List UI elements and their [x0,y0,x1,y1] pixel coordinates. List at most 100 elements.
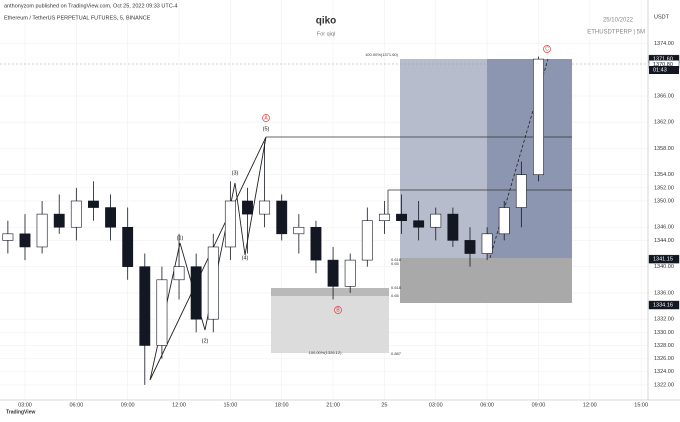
fib-zone [271,288,389,296]
candle-body [88,200,99,208]
fib-label: 0.65 [391,293,400,298]
wave-circle [262,114,270,122]
candle-body [70,200,82,228]
candle-body [344,259,356,287]
subtitle: For qiql [317,31,335,37]
candle-body [242,200,253,215]
candle-body [430,213,442,228]
candle-body [361,220,373,261]
wave-circle [543,45,551,53]
y-tick-label: 1332.00 [654,317,674,323]
fib-label: 0.887 [391,351,402,356]
candle-body [447,213,459,241]
axes: 1374.00 1366.00 1362.00 1358.00 1354.00 1352.… [18,41,680,408]
fib-label: 100.00%(1371.60) [365,52,399,57]
y-tick-label: 1322.00 [654,382,674,388]
candle-body [36,213,48,248]
symbol: Ethereum / TetherUS PERPETUAL FUTURES, 5… [4,15,151,21]
y-tick-label: 1340.00 [654,264,674,270]
fib-label: 0.65 [391,261,400,266]
fib-label: 0.618 [391,285,402,290]
stop-box [400,258,572,303]
x-tick-label: 03:00 [429,402,443,408]
wave-lines [149,136,267,381]
x-tick-label: 15:00 [634,402,648,408]
x-tick-label: 21:00 [326,402,340,408]
candle-body [156,279,168,346]
candle-body [515,174,527,208]
y-tick-label: 1326.00 [654,356,674,362]
date: 25/10/2022 [603,18,634,24]
candle-body [310,226,322,261]
candle-body [464,240,476,254]
price-label-box [648,254,680,264]
price-label: 1370.80 [653,62,673,68]
x-tick-label: 12:00 [583,402,597,408]
y-tick-label: 1344.00 [654,238,674,244]
candle-body [293,226,305,235]
candle-body [53,213,65,228]
fib-box [271,288,389,353]
x-tick-label: 15:00 [223,402,237,408]
candle-body [190,266,202,320]
x-tick-label: 06:00 [480,402,494,408]
candle-body [224,200,236,248]
wave-circle [334,306,342,314]
wave-label: C [545,46,549,52]
candle-body [481,233,493,254]
x-tick-label: 06:00 [69,402,83,408]
logo: TradingView [6,409,35,415]
y-tick-label: 1328.00 [654,343,674,349]
y-tick-label: 1346.00 [654,225,674,231]
candle-body [139,266,151,346]
price-label-box [648,300,680,310]
x-tick-label: 18:00 [275,402,289,408]
currency: USDT [654,14,670,20]
candle-body [327,259,339,287]
wave-label: A [264,115,268,121]
candle-body [207,246,219,320]
x-tick-label: 12:00 [172,402,186,408]
y-tick-label: 1352.00 [654,185,674,191]
x-tick-label: 09:00 [532,402,546,408]
price-label: 1334.16 [653,302,673,308]
wave-label: (4) [242,255,249,261]
price-label: 1341.15 [653,257,673,263]
title: qiko [316,16,337,27]
fib-label: 100.00%(1326.12) [309,350,343,355]
countdown-box [649,66,679,74]
y-tick-label: 1354.00 [654,172,674,178]
wave-label: (3) [232,170,239,176]
x-tick-label: 25 [381,402,387,408]
candle-body [105,207,117,228]
y-tick-label: 1362.00 [654,120,674,126]
y-tick-label: 1324.00 [654,369,674,375]
candle-body [276,200,288,235]
price-label: 1371.60 [653,57,673,63]
publisher: anthonyzom published on TradingView.com,… [4,3,178,9]
y-tick-label: 1366.00 [654,93,674,99]
wave-label: (2) [202,338,209,344]
candle-body [173,266,185,281]
y-tick-label: 1336.00 [654,290,674,296]
y-tick-label: 1374.00 [654,41,674,47]
countdown: 01:43 [653,67,667,73]
ticker: ETHUSDTPERP | 5M [587,30,645,36]
candle-body [259,200,271,215]
candle-body [2,233,14,241]
candle-body [533,58,544,176]
y-tick-label: 1330.00 [654,330,674,336]
candle-body [498,207,510,235]
y-tick-label: 1350.00 [654,198,674,204]
candle-body [122,226,134,267]
candles [2,56,544,385]
candle-body [396,213,407,221]
wave-label: (5) [263,126,270,132]
candle-body [413,220,425,228]
wave-label: (1) [177,235,184,241]
x-tick-label: 03:00 [18,402,32,408]
candle-body [19,233,31,248]
wave-label: B [336,307,340,313]
fib-label: 0.618 [391,257,402,262]
